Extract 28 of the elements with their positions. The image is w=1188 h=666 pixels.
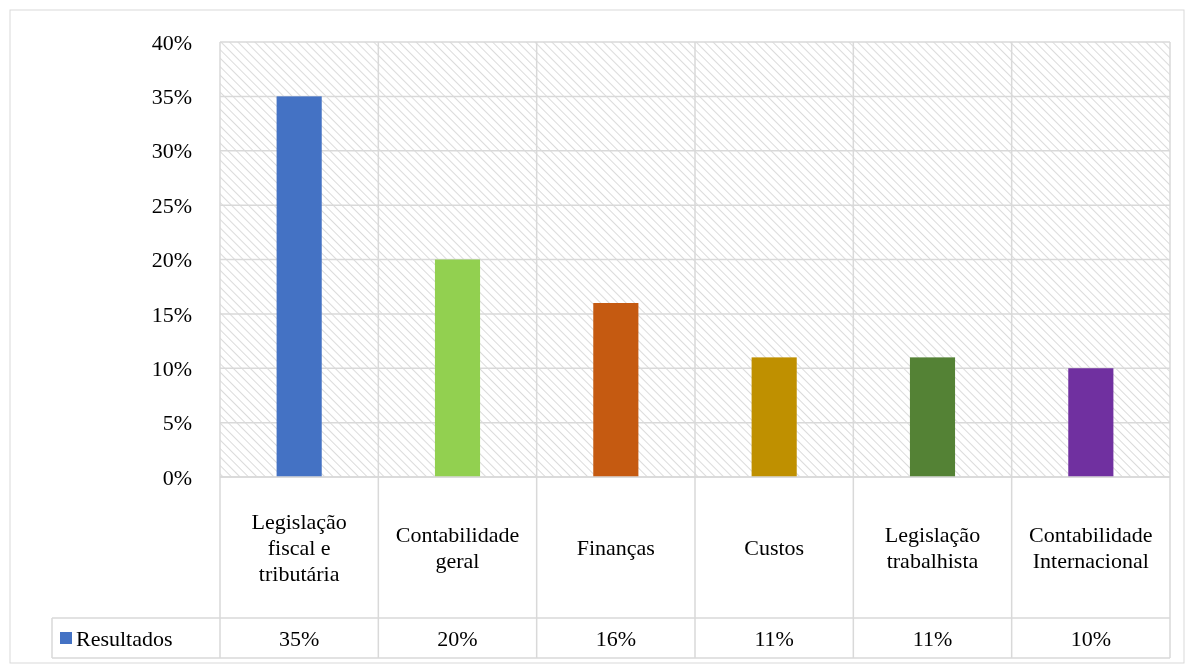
x-tick-label: Custos <box>744 535 805 561</box>
bar <box>276 96 322 477</box>
y-tick-label: 0% <box>162 464 192 490</box>
data-label: 35% <box>279 625 320 651</box>
bar <box>1068 368 1114 477</box>
y-tick-label: 15% <box>151 301 192 327</box>
x-tick-label: Legislação fiscal e tributária <box>251 509 347 587</box>
data-label: 10% <box>1070 625 1111 651</box>
bar <box>909 357 956 477</box>
x-tick-label: Contabilidade Internacional <box>1029 522 1153 574</box>
bar <box>434 259 481 477</box>
x-tick-label: Contabilidade geral <box>395 522 520 574</box>
y-tick-label: 10% <box>151 355 192 381</box>
y-tick-label: 30% <box>151 138 192 164</box>
y-tick-label: 25% <box>151 192 192 218</box>
data-label: 20% <box>437 625 478 651</box>
x-tick-label: Legislação trabalhista <box>884 522 981 574</box>
data-label: 11% <box>912 625 953 651</box>
data-label: 11% <box>754 625 794 651</box>
legend-label: Resultados <box>76 625 173 651</box>
bar <box>751 357 797 477</box>
y-tick-label: 20% <box>151 247 192 273</box>
y-tick-label: 40% <box>151 29 192 55</box>
x-tick-label: Finanças <box>576 535 655 561</box>
y-tick-label: 35% <box>151 84 192 110</box>
data-label: 16% <box>595 625 636 651</box>
y-tick-label: 5% <box>162 410 192 436</box>
bar <box>593 303 639 477</box>
